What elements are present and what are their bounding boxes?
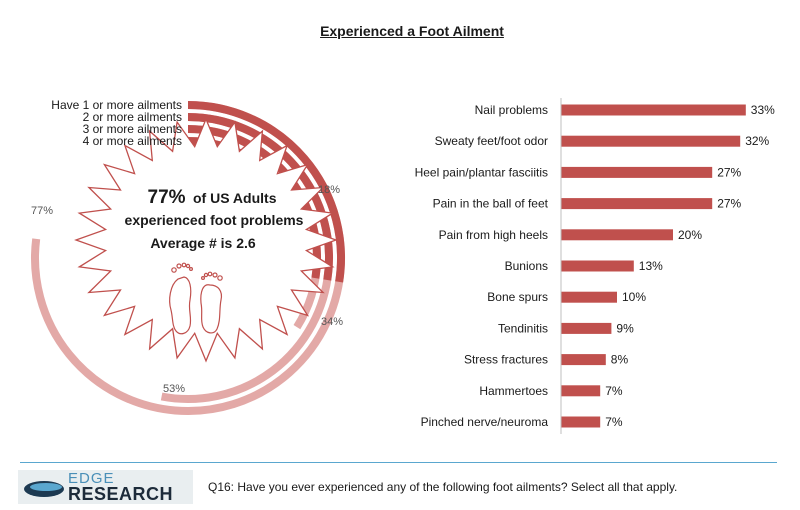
- starburst-shape: [74, 117, 338, 363]
- ring-label-3-or-more-ailments: 3 or more ailments: [83, 122, 182, 136]
- bar-bunions: [561, 260, 634, 272]
- chart-title: Experienced a Foot Ailment: [320, 23, 504, 39]
- ring-value-4-or-more-ailments: 18%: [318, 184, 340, 196]
- ring-value-3-or-more-ailments: 34%: [321, 316, 343, 328]
- ring-values: 77% 53% 34% 18%: [31, 184, 343, 395]
- ring-arc-2-or-more-ailments: [187, 113, 333, 281]
- bar-label-bone-spurs: Bone spurs: [487, 290, 548, 304]
- ring-arc-have-1-or-more-ailments: [187, 101, 345, 283]
- bar-label-bunions: Bunions: [505, 259, 548, 273]
- bar-label-tendinitis: Tendinitis: [498, 321, 548, 335]
- bar-value-bunions: 13%: [639, 259, 663, 273]
- ring-label-4-or-more-ailments: 4 or more ailments: [83, 134, 182, 148]
- bar-sweaty-feet-foot-odor: [561, 135, 741, 147]
- bar-label-pain-from-high-heels: Pain from high heels: [439, 228, 548, 242]
- ring-value-2-or-more-ailments: 53%: [163, 383, 185, 395]
- bar-label-pain-in-the-ball-of-feet: Pain in the ball of feet: [433, 197, 549, 211]
- bar-value-nail-problems: 33%: [751, 103, 775, 117]
- bar-heel-pain-plantar-fasciitis: [561, 166, 713, 178]
- bar-value-bone-spurs: 10%: [622, 290, 646, 304]
- center-line2: experienced foot problems: [125, 212, 304, 228]
- bar-value-pain-in-the-ball-of-feet: 27%: [717, 197, 741, 211]
- bar-label-hammertoes: Hammertoes: [479, 384, 548, 398]
- bar-nail-problems: [561, 104, 746, 116]
- bar-label-nail-problems: Nail problems: [475, 103, 548, 117]
- logo-research-text: RESEARCH: [68, 484, 174, 504]
- bar-tendinitis: [561, 322, 612, 334]
- bar-pain-in-the-ball-of-feet: [561, 198, 713, 210]
- center-line3: Average # is 2.6: [150, 235, 256, 251]
- bar-label-stress-fractures: Stress fractures: [464, 353, 548, 367]
- center-pct: 77%: [148, 187, 186, 208]
- ring-label-2-or-more-ailments: 2 or more ailments: [83, 110, 182, 124]
- bar-stress-fractures: [561, 354, 606, 366]
- edge-research-logo: EDGE RESEARCH: [18, 470, 193, 504]
- survey-question: Q16: Have you ever experienced any of th…: [208, 480, 678, 494]
- logo-swoosh-icon: [24, 481, 64, 497]
- bar-pinched-nerve-neuroma: [561, 416, 601, 428]
- center-text-line1: 77% of US Adults: [148, 187, 277, 208]
- bar-value-pain-from-high-heels: 20%: [678, 228, 702, 242]
- bar-group: Nail problems 33% Sweaty feet/foot odor 32%…: [415, 98, 775, 434]
- bar-label-sweaty-feet-foot-odor: Sweaty feet/foot odor: [435, 134, 548, 148]
- bar-value-pinched-nerve-neuroma: 7%: [605, 415, 623, 429]
- ring-label-have-1-or-more-ailments: Have 1 or more ailments: [51, 98, 182, 112]
- bar-value-hammertoes: 7%: [605, 384, 623, 398]
- center-line1: of US Adults: [193, 190, 277, 206]
- bar-bone-spurs: [561, 291, 617, 303]
- bar-value-heel-pain-plantar-fasciitis: 27%: [717, 165, 741, 179]
- bar-hammertoes: [561, 385, 601, 397]
- bar-label-heel-pain-plantar-fasciitis: Heel pain/plantar fasciitis: [415, 165, 548, 179]
- bar-value-sweaty-feet-foot-odor: 32%: [745, 134, 769, 148]
- bar-value-tendinitis: 9%: [616, 321, 634, 335]
- logo-edge-text: EDGE: [68, 470, 115, 487]
- footer-divider: [20, 462, 777, 463]
- bar-value-stress-fractures: 8%: [611, 353, 629, 367]
- bar-pain-from-high-heels: [561, 229, 673, 241]
- feet-icon: [169, 262, 223, 335]
- ring-value-have-1-or-more-ailments: 77%: [31, 205, 53, 217]
- bar-label-pinched-nerve-neuroma: Pinched nerve/neuroma: [421, 415, 549, 429]
